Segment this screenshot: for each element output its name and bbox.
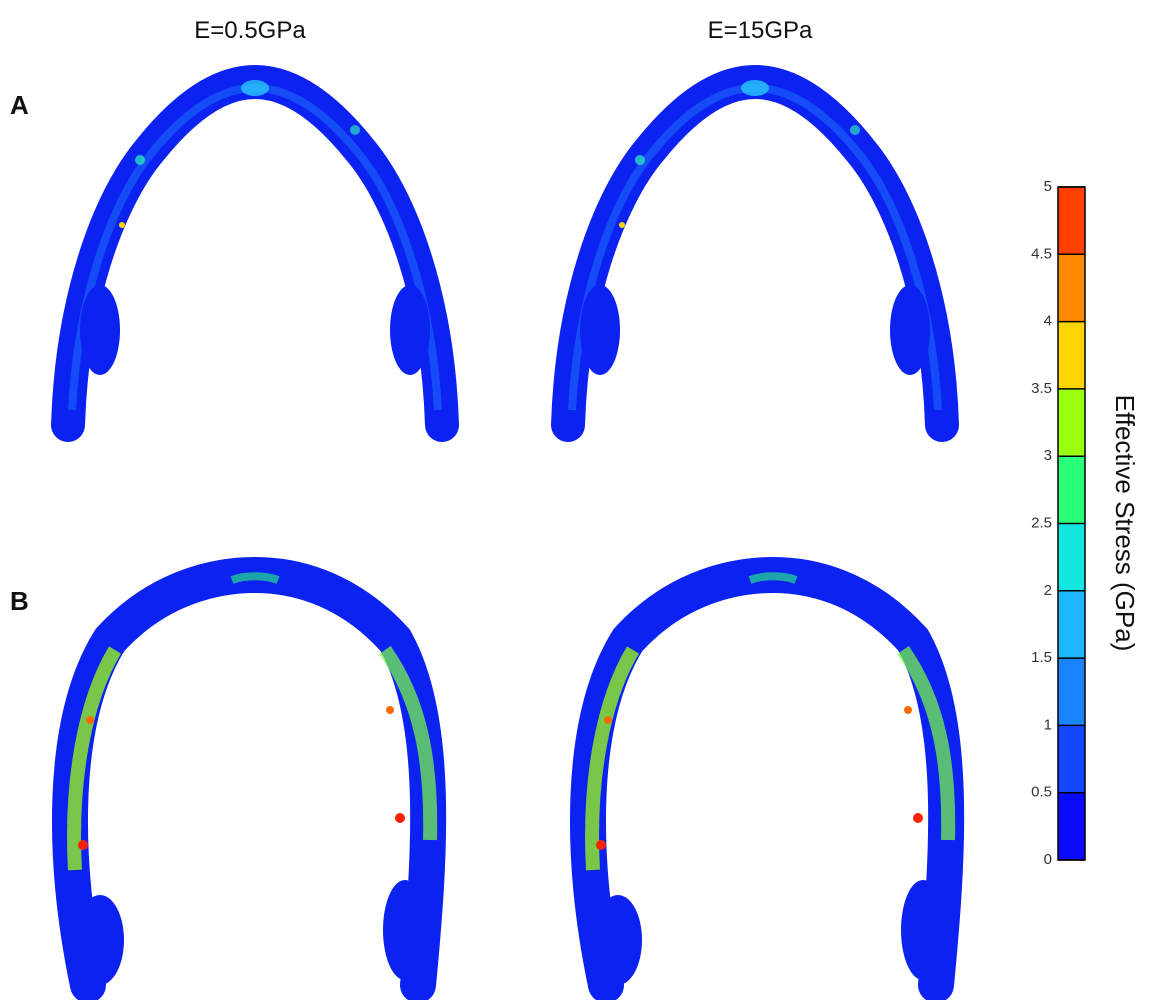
colorbar-tick-label: 1.5 — [1031, 649, 1052, 666]
row-label: B — [10, 586, 29, 616]
colorbar-tick-label: 4 — [1044, 313, 1052, 330]
colorbar-label: Effective Stress (GPa) — [1110, 395, 1140, 652]
stress-map — [68, 80, 442, 425]
colorbar-segment — [1058, 793, 1085, 860]
colorbar: 0 0.5 1 1.5 2 2.5 3 3.5 4 4.5 5 — [1031, 178, 1085, 868]
row-label: A — [10, 90, 29, 120]
colorbar-tick-label: 2.5 — [1031, 514, 1052, 531]
figure: E=0.5GPa E=15GPa A B 0 0.5 1 1.5 2 2.5 3 3.5 4 4.… — [0, 0, 1155, 1000]
column-title: E=15GPa — [708, 17, 813, 44]
colorbar-tick-label: 0 — [1044, 851, 1052, 868]
stress-map — [568, 80, 942, 425]
colorbar-segment — [1058, 524, 1085, 591]
stress-map — [588, 575, 948, 985]
colorbar-tick-label: 4.5 — [1031, 245, 1052, 262]
colorbar-segment — [1058, 322, 1085, 389]
colorbar-tick-label: 3.5 — [1031, 380, 1052, 397]
colorbar-segment — [1058, 456, 1085, 523]
colorbar-tick-label: 5 — [1044, 178, 1052, 195]
colorbar-tick-label: 0.5 — [1031, 784, 1052, 801]
colorbar-segment — [1058, 389, 1085, 456]
colorbar-tick-label: 1 — [1044, 716, 1052, 733]
column-title: E=0.5GPa — [194, 17, 306, 44]
colorbar-tick-label: 3 — [1044, 447, 1052, 464]
colorbar-segment — [1058, 725, 1085, 792]
colorbar-segment — [1058, 658, 1085, 725]
stress-map — [70, 575, 430, 985]
colorbar-segment — [1058, 187, 1085, 254]
colorbar-tick-label: 2 — [1044, 582, 1052, 599]
colorbar-segment — [1058, 254, 1085, 321]
colorbar-segment — [1058, 591, 1085, 658]
